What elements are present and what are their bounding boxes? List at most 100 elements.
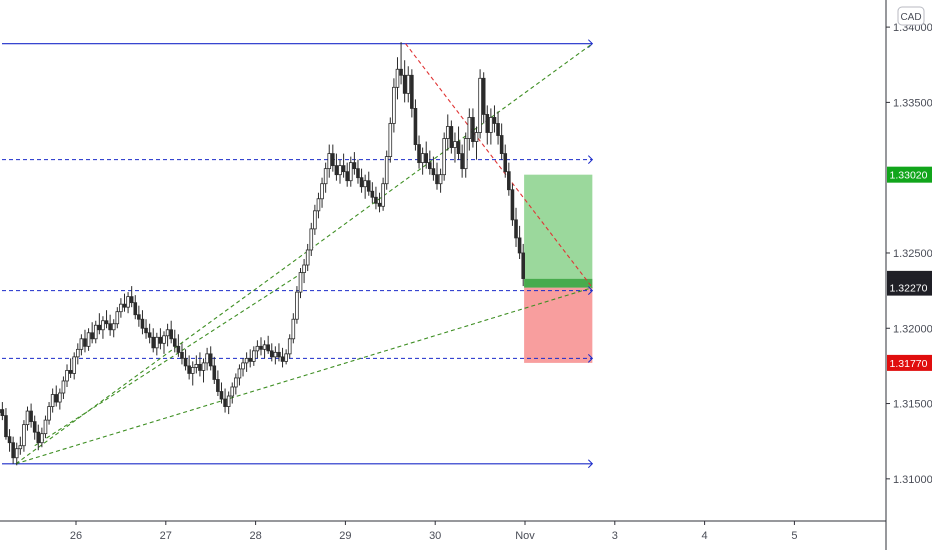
- y-tick-label-5: 1.31000: [893, 474, 932, 486]
- candle-body-83: [285, 354, 288, 362]
- price-tag-label-4: 1.31770: [890, 358, 928, 370]
- candle-body-40: [130, 297, 133, 303]
- candle-body-21: [62, 381, 65, 393]
- candle-body-25: [76, 349, 79, 357]
- candle-body-67: [227, 396, 230, 407]
- candle-body-103: [357, 169, 360, 178]
- x-tick-label-0: 26: [70, 530, 82, 542]
- candle-body-35: [112, 324, 115, 330]
- y-tick-label-3: 1.32000: [893, 323, 932, 335]
- candle-body-17: [48, 407, 51, 421]
- candle-body-148: [518, 238, 521, 253]
- entry-band: [524, 279, 592, 288]
- x-tick-label-8: 5: [791, 530, 797, 542]
- candles-layer: [0, 42, 525, 465]
- trendlines-layer: [16, 44, 593, 464]
- candle-body-70: [238, 369, 241, 378]
- candle-body-54: [181, 352, 184, 358]
- candle-body-80: [274, 352, 277, 357]
- candle-body-30: [94, 325, 97, 339]
- candle-body-9: [19, 446, 22, 449]
- candle-body-137: [479, 78, 482, 132]
- candle-body-120: [418, 145, 421, 163]
- candle-body-53: [177, 346, 180, 352]
- candle-body-143: [500, 136, 503, 154]
- candle-body-145: [507, 172, 510, 190]
- candle-body-6: [8, 437, 11, 443]
- candle-body-110: [382, 184, 385, 207]
- candle-body-58: [195, 364, 198, 367]
- candle-body-90: [310, 229, 313, 250]
- candle-body-102: [353, 163, 356, 169]
- candle-body-134: [468, 117, 471, 138]
- candle-body-105: [364, 181, 367, 187]
- candle-body-141: [493, 117, 496, 123]
- candle-body-18: [51, 395, 54, 407]
- candle-body-147: [515, 220, 518, 238]
- candle-body-68: [231, 387, 234, 396]
- candle-body-97: [335, 166, 338, 175]
- candle-body-14: [37, 432, 40, 443]
- candle-body-22: [66, 370, 69, 381]
- candle-body-63: [213, 366, 216, 380]
- candle-body-93: [321, 184, 324, 199]
- candle-body-99: [342, 166, 345, 172]
- x-tick-label-6: 3: [612, 530, 618, 542]
- candle-body-4: [1, 410, 4, 416]
- candle-body-47: [155, 337, 158, 348]
- candle-body-119: [414, 108, 417, 144]
- candle-body-92: [317, 199, 320, 211]
- candle-body-13: [33, 422, 36, 433]
- candle-body-146: [511, 190, 514, 220]
- candle-body-88: [303, 265, 306, 273]
- candle-body-129: [450, 126, 453, 147]
- candle-body-55: [184, 358, 187, 366]
- candle-body-38: [123, 304, 126, 307]
- candle-body-106: [367, 181, 370, 192]
- candle-body-132: [461, 154, 464, 169]
- x-tick-label-5: Nov: [515, 530, 535, 542]
- candle-body-144: [504, 154, 507, 172]
- candle-body-32: [102, 321, 105, 330]
- candle-body-20: [58, 393, 61, 402]
- candle-body-49: [163, 336, 166, 344]
- candle-body-12: [30, 411, 33, 422]
- candle-body-122: [425, 154, 428, 163]
- candle-body-89: [306, 250, 309, 265]
- trendline-1: [16, 288, 593, 464]
- candle-body-104: [360, 178, 363, 187]
- candle-body-86: [296, 292, 299, 319]
- candle-body-127: [443, 139, 446, 175]
- candle-body-84: [288, 339, 291, 354]
- candle-body-123: [428, 163, 431, 169]
- candle-body-124: [432, 169, 435, 175]
- candle-body-133: [464, 139, 467, 169]
- candle-body-8: [15, 449, 18, 458]
- candle-body-19: [55, 395, 58, 403]
- x-tick-label-7: 4: [702, 530, 708, 542]
- candle-body-95: [328, 154, 331, 169]
- candle-body-135: [472, 117, 475, 141]
- candle-body-98: [339, 166, 342, 175]
- candle-body-65: [220, 392, 223, 400]
- candle-body-115: [400, 69, 403, 75]
- candle-body-71: [242, 363, 245, 369]
- candle-body-121: [421, 154, 424, 163]
- candle-body-118: [410, 75, 413, 108]
- candle-body-69: [234, 378, 237, 387]
- candle-body-29: [91, 333, 94, 339]
- candle-body-126: [439, 175, 442, 184]
- candle-body-112: [389, 123, 392, 156]
- candle-body-114: [396, 69, 399, 87]
- y-tick-label-4: 1.31500: [893, 399, 932, 411]
- candle-body-81: [278, 352, 281, 357]
- price-tag-label-3: 1.32270: [890, 283, 928, 295]
- candle-body-24: [73, 357, 76, 374]
- candle-body-75: [256, 346, 259, 351]
- candle-body-10: [23, 425, 26, 446]
- x-tick-label-3: 29: [339, 530, 351, 542]
- candle-body-142: [497, 123, 500, 135]
- currency-badge[interactable]: CAD: [898, 7, 924, 25]
